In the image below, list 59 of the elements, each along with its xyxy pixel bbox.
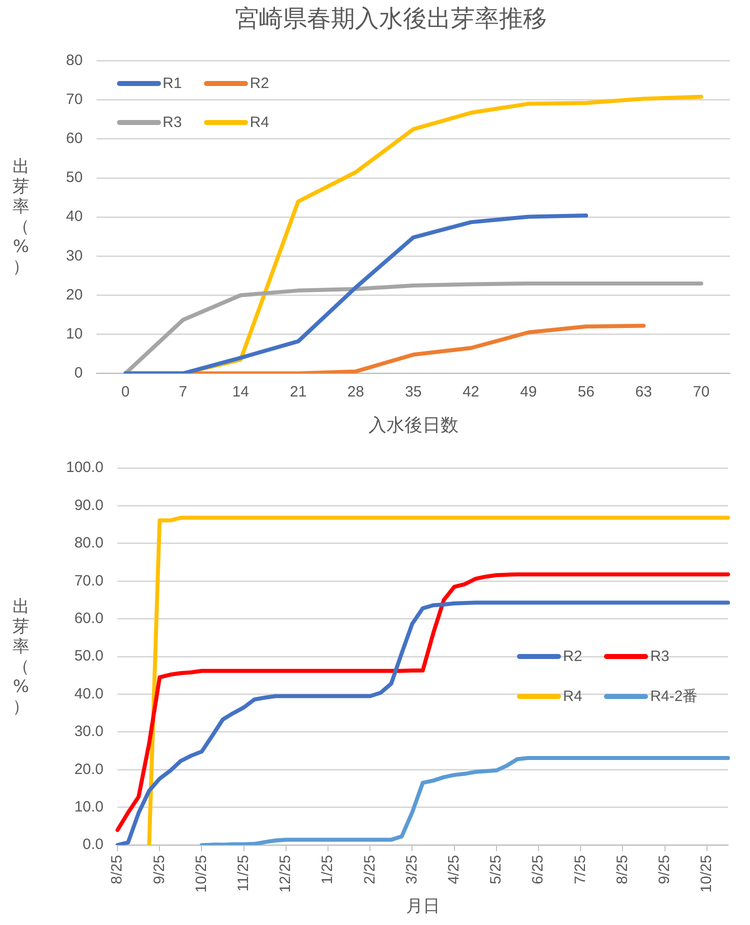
x-tick-label: 70 — [692, 384, 710, 401]
y-tick-label: 0.0 — [82, 836, 104, 854]
x-tick-label: 7 — [178, 384, 188, 401]
x-tick-label: 4/25 — [445, 855, 462, 884]
y-tick-label: 50 — [66, 169, 83, 186]
x-tick-label: 10/25 — [698, 855, 716, 893]
x-tick-label: 9/25 — [150, 855, 168, 884]
y-tick-label: 30.0 — [74, 723, 104, 740]
x-tick-label: 9/25 — [656, 855, 673, 884]
x-tick-label: 14 — [232, 384, 249, 401]
x-tick-label: 28 — [347, 384, 364, 401]
y-tick-label: 70 — [66, 91, 83, 108]
x-tick-label: 21 — [290, 384, 307, 401]
x-tick-label: 35 — [405, 384, 422, 401]
legend-label: R4-2番 — [650, 686, 698, 706]
y-tick-label: 90.0 — [74, 496, 104, 514]
y-tick-label: 60 — [66, 130, 83, 148]
y-tick-label: 30 — [66, 247, 83, 264]
legend-label: R4 — [250, 114, 270, 131]
y-tick-label: 60.0 — [74, 610, 104, 627]
legend-label: R3 — [162, 114, 182, 131]
x-tick-label: 10/25 — [192, 855, 210, 893]
x-axis-title: 入水後日数 — [368, 415, 458, 436]
x-tick-label: 6/25 — [530, 855, 547, 884]
legend-label: R2 — [563, 648, 582, 665]
y-tick-label: 40.0 — [74, 685, 104, 702]
y-tick-label: 0 — [74, 364, 83, 382]
x-tick-label: 0 — [121, 384, 130, 401]
x-tick-label: 1/25 — [319, 855, 336, 884]
legend-label: R2 — [250, 74, 270, 92]
y-tick-label: 70.0 — [74, 572, 104, 590]
chart-title: 宮崎県春期入水後出芽率推移 — [235, 4, 547, 33]
y-tick-label: 20 — [66, 286, 83, 304]
x-tick-label: 63 — [635, 384, 652, 401]
x-tick-label: 3/25 — [403, 855, 420, 884]
y-axis-title: 出芽率（%） — [12, 596, 30, 717]
x-tick-label: 7/25 — [572, 855, 589, 884]
y-tick-label: 10 — [66, 325, 83, 342]
y-tick-label: 80 — [66, 52, 83, 69]
y-tick-label: 100.0 — [66, 459, 104, 476]
legend-label: R4 — [563, 688, 582, 705]
legend-label: R3 — [650, 648, 670, 665]
y-tick-label: 80.0 — [74, 534, 104, 552]
x-tick-label: 42 — [462, 384, 480, 401]
x-tick-label: 49 — [520, 384, 537, 401]
x-tick-label: 8/25 — [108, 855, 126, 884]
y-tick-label: 10.0 — [74, 798, 104, 816]
y-axis-title: 出芽率（%） — [12, 157, 30, 278]
y-tick-label: 50.0 — [74, 648, 104, 665]
x-tick-label: 11/25 — [234, 855, 252, 892]
x-tick-label: 56 — [578, 384, 594, 401]
x-tick-label: 5/25 — [488, 855, 505, 884]
x-tick-label: 12/25 — [277, 855, 294, 893]
y-tick-label: 40 — [66, 208, 83, 226]
x-axis-title: 月日 — [406, 896, 440, 916]
x-tick-label: 8/25 — [614, 855, 631, 884]
x-tick-label: 2/25 — [361, 855, 378, 884]
y-tick-label: 20.0 — [74, 760, 104, 778]
legend-label: R1 — [162, 74, 182, 92]
